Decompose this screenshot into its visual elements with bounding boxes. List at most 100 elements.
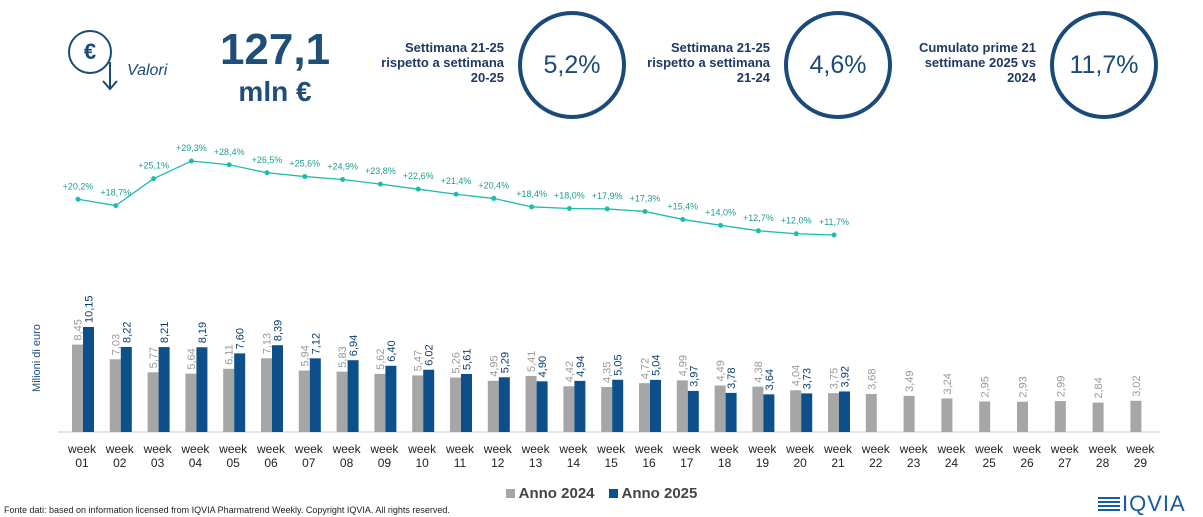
growth-label: +12,0% [781, 216, 812, 226]
legend-swatch [505, 489, 515, 498]
growth-marker [642, 208, 648, 214]
x-tick-label: week 24 [937, 442, 966, 470]
value-label: 8,22 [121, 322, 133, 343]
growth-marker [755, 228, 761, 234]
value-label: 4,94 [575, 355, 587, 376]
growth-label: +23,8% [365, 166, 396, 176]
growth-label: +26,5% [252, 155, 283, 165]
value-label: 3,97 [688, 366, 700, 387]
growth-marker [831, 232, 837, 238]
x-tick-label: week 25 [975, 442, 1004, 470]
legend-label: Anno 2024 [518, 485, 595, 502]
value-label: 2,84 [1093, 377, 1105, 398]
bar [147, 372, 159, 432]
growth-label: +17,3% [630, 193, 661, 203]
value-label: 2,93 [1018, 376, 1030, 397]
x-tick-label: week 16 [634, 442, 663, 470]
bar [525, 376, 537, 432]
value-label: 5,61 [462, 349, 474, 370]
bar [1092, 402, 1104, 432]
value-label: 6,94 [348, 335, 360, 356]
value-label: 3,49 [904, 370, 916, 391]
value-label: 8,45 [73, 319, 85, 340]
growth-label: +21,4% [441, 176, 472, 186]
x-tick-label: week 02 [105, 442, 134, 470]
value-label: 3,75 [829, 368, 841, 389]
bar [687, 390, 699, 432]
kpi-circle: 4,6% [784, 11, 892, 119]
bar [120, 346, 132, 432]
bar [828, 393, 839, 432]
bar [487, 380, 499, 432]
growth-label: +25,6% [289, 159, 320, 169]
value-label: 10,15 [84, 295, 96, 323]
bar [461, 373, 472, 432]
value-label: 5,41 [526, 351, 538, 372]
icon-symbol: € [83, 39, 97, 64]
kpi-value: 5,2% [543, 50, 601, 79]
growth-marker [529, 204, 535, 210]
growth-label: +29,3% [176, 143, 207, 153]
value-label: 3,24 [942, 373, 954, 394]
x-tick-label: week 21 [823, 442, 852, 470]
value-label: 6,11 [224, 344, 236, 365]
bar [1017, 401, 1028, 432]
x-tick-label: week 04 [181, 442, 210, 470]
bar [72, 344, 83, 432]
value-label: 8,39 [273, 320, 285, 341]
bar [865, 393, 877, 432]
x-tick-label: week 14 [559, 442, 588, 470]
growth-label: +14,0% [705, 207, 736, 217]
value-label: 3,64 [764, 369, 776, 390]
growth-label: +18,4% [516, 189, 547, 199]
kpi-circle: 11,7% [1050, 11, 1158, 119]
value-label: 4,04 [791, 365, 803, 386]
x-tick-label: week 15 [597, 442, 626, 470]
unit: mln € [238, 76, 312, 107]
x-tick-label: week 05 [219, 442, 248, 470]
growth-marker [302, 174, 308, 180]
value-label: 4,72 [640, 358, 652, 379]
source: Fonte dati: based on information license… [4, 505, 450, 515]
bar [941, 398, 953, 432]
growth-marker [566, 206, 572, 212]
logo: IQVIA [1098, 491, 1186, 517]
value-label: 5,83 [337, 346, 349, 367]
bar [109, 359, 121, 432]
value-label: 5,94 [299, 345, 311, 366]
x-tick-label: week 12 [483, 442, 512, 470]
bar [385, 365, 397, 432]
growth-label: +18,7% [100, 188, 131, 198]
x-tick-label: week 11 [445, 442, 474, 470]
growth-marker [188, 158, 194, 164]
value-label: 7,13 [262, 333, 274, 354]
growth-marker [680, 216, 686, 222]
bar [298, 370, 310, 432]
value-label: 8,19 [197, 322, 209, 343]
growth-marker [718, 222, 724, 228]
bar [423, 369, 435, 432]
growth-marker [415, 186, 421, 192]
legend-label: Anno 2025 [621, 485, 698, 502]
value-label: 7,03 [110, 334, 122, 355]
bar [839, 391, 850, 432]
value-label: 3,92 [840, 366, 852, 387]
bar [725, 392, 737, 432]
bar [903, 395, 915, 432]
value-label: 4,42 [564, 361, 576, 382]
value-label: 2,99 [1055, 376, 1067, 397]
growth-label: +24,9% [327, 162, 358, 172]
y-axis-label: Milioni di euro [31, 324, 43, 392]
value-label: 3,68 [866, 369, 878, 390]
growth-marker [226, 162, 232, 168]
legend-item: Anno 2025 [608, 485, 698, 502]
value-label: 5,77 [148, 347, 160, 368]
value-label: 4,90 [537, 356, 549, 377]
x-tick-label: week 29 [1126, 442, 1155, 470]
total: 127,1 [219, 25, 331, 74]
kpi-value: 11,7% [1069, 50, 1139, 79]
bar [574, 380, 586, 432]
x-tick-label: week 13 [521, 442, 550, 470]
bar [450, 377, 461, 432]
growth-label: +28,4% [214, 147, 245, 157]
